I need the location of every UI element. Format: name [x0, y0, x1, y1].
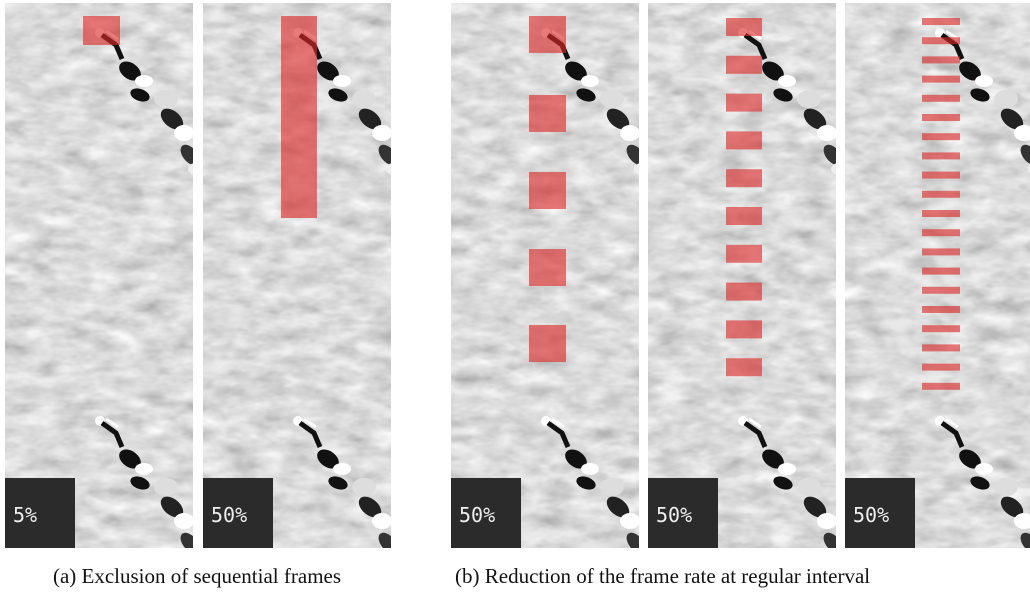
masked-frames	[922, 210, 960, 217]
masked-frames	[922, 229, 960, 236]
panel: 50%	[648, 3, 847, 563]
panel: 50%	[451, 3, 650, 563]
masked-frames	[281, 16, 317, 218]
panel-label: 50%	[459, 503, 495, 527]
masked-frames	[726, 18, 762, 36]
masked-frames	[726, 358, 762, 376]
page: 5% 50% 50% 50% 50% (a) Exclusion of sequentia…	[0, 0, 1030, 597]
masked-frames	[922, 56, 960, 63]
masked-frames	[529, 172, 566, 209]
masked-frames	[922, 344, 960, 351]
masked-frames	[922, 325, 960, 332]
masked-frames	[922, 133, 960, 140]
masked-frames	[726, 320, 762, 338]
masked-frames	[922, 37, 960, 44]
masked-frames	[726, 94, 762, 112]
masked-frames	[922, 114, 960, 121]
masked-frames	[922, 287, 960, 294]
masked-frames	[529, 95, 566, 132]
masked-frames	[529, 249, 566, 286]
masked-frames	[726, 245, 762, 263]
masked-frames	[922, 268, 960, 275]
masked-frames	[922, 306, 960, 313]
flow-image	[5, 3, 193, 548]
masked-frames	[83, 16, 120, 45]
masked-frames	[922, 95, 960, 102]
flow-image	[845, 3, 1030, 548]
figure: 5% 50% 50% 50% 50% (a) Exclusion of sequentia…	[0, 0, 1030, 597]
panel-label: 5%	[13, 503, 37, 527]
caption: (a) Exclusion of sequential frames	[53, 564, 341, 588]
masked-frames	[726, 283, 762, 301]
panel: 50%	[845, 3, 1030, 563]
masked-frames	[529, 325, 566, 362]
masked-frames	[529, 16, 566, 53]
panel-label: 50%	[211, 503, 247, 527]
panel-label: 50%	[656, 503, 692, 527]
masked-frames	[922, 364, 960, 371]
masked-frames	[922, 383, 960, 390]
masked-frames	[726, 207, 762, 225]
masked-frames	[726, 131, 762, 149]
panel-label: 50%	[853, 503, 889, 527]
panel: 5%	[5, 3, 204, 563]
panel: 50%	[203, 3, 402, 563]
masked-frames	[922, 18, 960, 25]
masked-frames	[922, 248, 960, 255]
masked-frames	[922, 76, 960, 83]
masked-frames	[922, 172, 960, 179]
flow-image	[648, 3, 836, 548]
masked-frames	[726, 169, 762, 187]
masked-frames	[726, 56, 762, 74]
masked-frames	[922, 152, 960, 159]
masked-frames	[922, 191, 960, 198]
caption: (b) Reduction of the frame rate at regul…	[455, 564, 870, 588]
